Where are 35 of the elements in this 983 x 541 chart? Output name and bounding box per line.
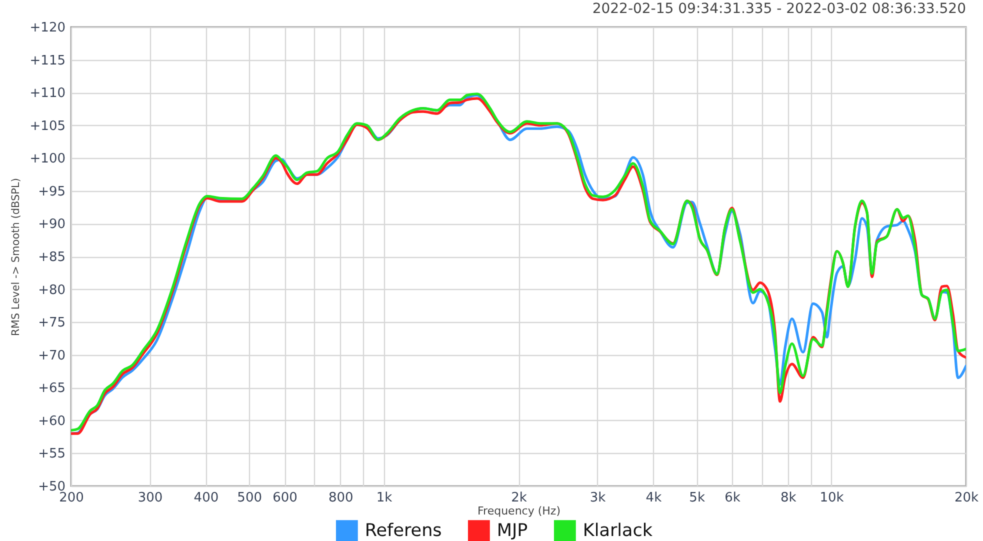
x-tick-label: 400 <box>194 490 219 506</box>
x-tick-label: 20k <box>954 490 980 506</box>
y-tick-label: +100 <box>30 152 66 167</box>
y-axis-title: RMS Level -> Smooth (dBSPL) <box>10 178 22 336</box>
x-tick-label: 8k <box>780 490 797 506</box>
x-tick-label: 800 <box>328 490 354 506</box>
x-tick-label: 200 <box>59 490 84 506</box>
x-tick-label: 6k <box>724 490 741 506</box>
y-tick-label: +60 <box>38 414 66 429</box>
x-tick-label: 500 <box>237 490 262 506</box>
x-axis-title: Frequency (Hz) <box>478 504 560 518</box>
y-tick-label: +120 <box>30 20 66 36</box>
x-tick-label: 5k <box>689 490 706 506</box>
legend-label: MJP <box>496 521 528 541</box>
x-tick-label: 4k <box>646 490 662 506</box>
y-tick-label: +95 <box>38 184 66 200</box>
y-tick-label: +55 <box>38 446 66 462</box>
y-tick-label: +75 <box>38 316 66 331</box>
y-tick-label: +105 <box>30 118 66 134</box>
y-tick-label: +110 <box>30 86 66 102</box>
x-tick-label: 10k <box>820 490 844 506</box>
y-tick-label: +65 <box>38 381 66 396</box>
x-tick-label: 3k <box>590 490 606 506</box>
legend-label: Referens <box>364 521 442 541</box>
y-tick-label: +80 <box>38 282 66 298</box>
y-tick-label: +70 <box>38 348 66 364</box>
y-tick-label: +85 <box>38 250 66 265</box>
chart-title: 2022-02-15 09:34:31.335 - 2022-03-02 08:36:33.520 <box>592 1 966 17</box>
x-tick-label: 1k <box>376 490 393 506</box>
x-tick-label: 300 <box>138 490 163 506</box>
y-tick-label: +115 <box>30 53 66 68</box>
legend-label: Klarlack <box>582 521 654 541</box>
x-tick-label: 2k <box>511 490 528 506</box>
x-tick-label: 600 <box>272 490 298 506</box>
y-tick-label: +90 <box>38 217 66 232</box>
